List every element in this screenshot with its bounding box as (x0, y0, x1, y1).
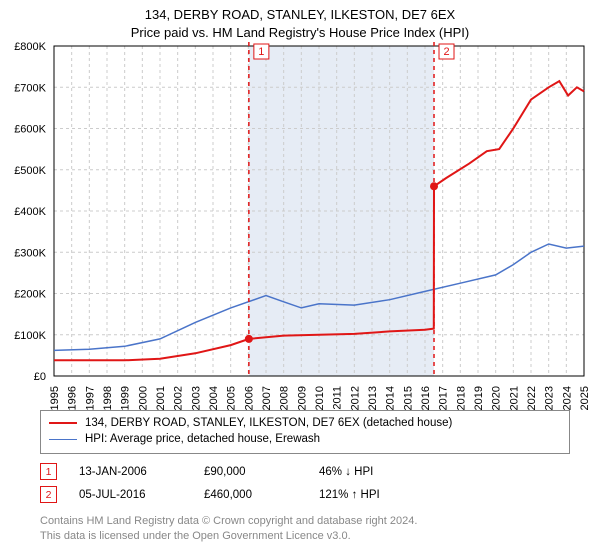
x-tick-label: 2023 (544, 386, 556, 410)
event-date: 13-JAN-2006 (79, 466, 204, 478)
x-tick-label: 2016 (420, 386, 432, 410)
legend-swatch (49, 422, 77, 424)
x-tick-label: 2002 (173, 386, 185, 410)
x-tick-label: 2007 (261, 386, 273, 410)
x-tick-label: 2017 (438, 386, 450, 410)
marker-badge: 2 (439, 44, 454, 59)
x-tick-label: 1996 (67, 386, 79, 410)
event-price: £90,000 (204, 466, 319, 478)
svg-text:1: 1 (258, 46, 264, 58)
x-tick-label: 2010 (314, 386, 326, 410)
x-tick-label: 2000 (137, 386, 149, 410)
y-tick-label: £100K (14, 330, 46, 342)
event-row: 2 05-JUL-2016£460,000121% ↑ HPI (40, 483, 570, 506)
x-tick-label: 2025 (579, 386, 591, 410)
title-sub: Price paid vs. HM Land Registry's House … (0, 24, 600, 42)
legend-box: 134, DERBY ROAD, STANLEY, ILKESTON, DE7 … (40, 410, 570, 454)
marker-badge: 1 (254, 44, 269, 59)
legend-swatch (49, 439, 77, 440)
x-tick-label: 1995 (49, 386, 61, 410)
x-tick-label: 2009 (296, 386, 308, 410)
x-tick-label: 1998 (102, 386, 114, 410)
x-tick-label: 2003 (190, 386, 202, 410)
chart-area: £0£100K£200K£300K£400K£500K£600K£700K£80… (54, 46, 584, 376)
x-tick-label: 2015 (402, 386, 414, 410)
y-tick-label: £800K (14, 41, 46, 53)
x-tick-label: 2006 (243, 386, 255, 410)
legend-row: HPI: Average price, detached house, Erew… (49, 431, 561, 447)
x-tick-label: 2024 (561, 386, 573, 410)
x-tick-label: 2005 (226, 386, 238, 410)
event-pct: 46% ↓ HPI (319, 466, 459, 478)
legend-row: 134, DERBY ROAD, STANLEY, ILKESTON, DE7 … (49, 415, 561, 431)
events-table: 1 13-JAN-2006£90,00046% ↓ HPI 2 05-JUL-2016… (40, 460, 570, 506)
event-badge: 1 (40, 463, 57, 480)
legend-label: 134, DERBY ROAD, STANLEY, ILKESTON, DE7 … (85, 417, 452, 429)
x-tick-label: 2022 (526, 386, 538, 410)
y-tick-label: £700K (14, 82, 46, 94)
x-tick-label: 2020 (491, 386, 503, 410)
y-tick-label: £200K (14, 289, 46, 301)
y-tick-label: £400K (14, 206, 46, 218)
x-tick-label: 2008 (279, 386, 291, 410)
title-main: 134, DERBY ROAD, STANLEY, ILKESTON, DE7 … (0, 6, 600, 24)
x-tick-label: 2014 (385, 386, 397, 410)
plot-svg: £0£100K£200K£300K£400K£500K£600K£700K£80… (54, 46, 584, 376)
event-badge: 2 (40, 486, 57, 503)
event-date: 05-JUL-2016 (79, 489, 204, 501)
x-tick-label: 2019 (473, 386, 485, 410)
svg-text:2: 2 (443, 46, 449, 58)
y-tick-label: £500K (14, 165, 46, 177)
y-tick-label: £300K (14, 247, 46, 259)
x-tick-label: 2018 (455, 386, 467, 410)
event-row: 1 13-JAN-2006£90,00046% ↓ HPI (40, 460, 570, 483)
x-tick-label: 2011 (332, 386, 344, 410)
footer-line2: This data is licensed under the Open Gov… (40, 529, 580, 544)
x-tick-label: 2013 (367, 386, 379, 410)
event-pct: 121% ↑ HPI (319, 489, 459, 501)
footer-note: Contains HM Land Registry data © Crown c… (40, 514, 580, 544)
footer-line1: Contains HM Land Registry data © Crown c… (40, 514, 580, 529)
x-tick-label: 2012 (349, 386, 361, 410)
x-tick-label: 1997 (84, 386, 96, 410)
y-tick-label: £600K (14, 124, 46, 136)
legend-label: HPI: Average price, detached house, Erew… (85, 433, 320, 445)
figure-root: 134, DERBY ROAD, STANLEY, ILKESTON, DE7 … (0, 0, 600, 560)
title-block: 134, DERBY ROAD, STANLEY, ILKESTON, DE7 … (0, 0, 600, 41)
x-tick-label: 1999 (120, 386, 132, 410)
event-price: £460,000 (204, 489, 319, 501)
x-tick-label: 2021 (508, 386, 520, 410)
x-tick-label: 2004 (208, 386, 220, 410)
x-tick-label: 2001 (155, 386, 167, 410)
y-tick-label: £0 (34, 371, 46, 383)
